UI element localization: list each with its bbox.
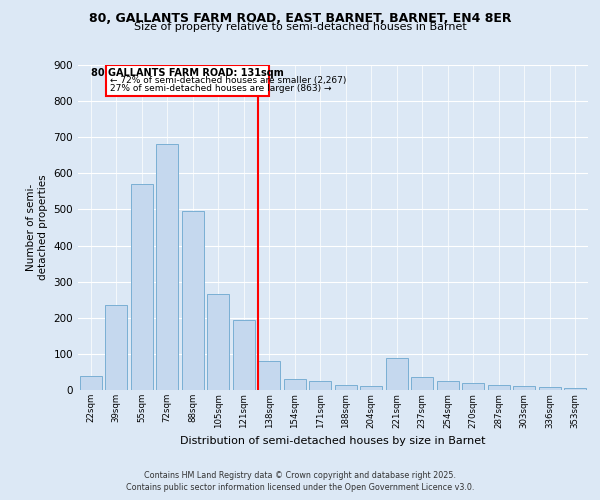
Text: ← 72% of semi-detached houses are smaller (2,267): ← 72% of semi-detached houses are smalle… [110,76,346,85]
Bar [182,211,203,390]
Bar [386,358,407,390]
Text: Contains public sector information licensed under the Open Government Licence v3: Contains public sector information licen… [126,484,474,492]
Bar [233,320,254,390]
Text: Contains HM Land Registry data © Crown copyright and database right 2025.: Contains HM Land Registry data © Crown c… [144,471,456,480]
Bar [80,376,101,390]
Text: Size of property relative to semi-detached houses in Barnet: Size of property relative to semi-detach… [134,22,466,32]
Bar [106,305,127,390]
Bar [284,379,305,390]
Bar [539,387,560,390]
X-axis label: Distribution of semi-detached houses by size in Barnet: Distribution of semi-detached houses by … [180,436,486,446]
Bar [335,384,356,390]
Text: 80, GALLANTS FARM ROAD, EAST BARNET, BARNET, EN4 8ER: 80, GALLANTS FARM ROAD, EAST BARNET, BAR… [89,12,511,26]
Bar [412,378,433,390]
Bar [488,384,509,390]
Bar [437,381,458,390]
Bar [208,294,229,390]
Bar [259,361,280,390]
Bar [157,144,178,390]
Bar [106,65,269,96]
Y-axis label: Number of semi-
detached properties: Number of semi- detached properties [26,174,48,281]
Bar [463,383,484,390]
Text: 27% of semi-detached houses are larger (863) →: 27% of semi-detached houses are larger (… [110,84,331,93]
Bar [514,386,535,390]
Bar [310,381,331,390]
Bar [565,388,586,390]
Bar [131,184,152,390]
Text: 80 GALLANTS FARM ROAD: 131sqm: 80 GALLANTS FARM ROAD: 131sqm [91,68,284,78]
Bar [361,386,382,390]
